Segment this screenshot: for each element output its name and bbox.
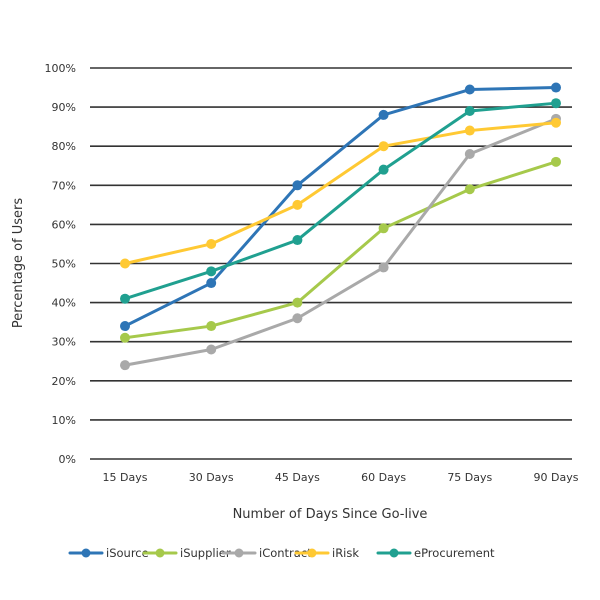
legend-swatch-marker-isupplier [155,548,165,558]
legend-item-isupplier: iSupplier [142,546,231,560]
point-irisk-2 [206,238,217,249]
legend-label-irisk: iRisk [332,546,359,560]
x-axis-title: Number of Days Since Go-live [233,507,428,522]
series-group [120,82,561,371]
point-irisk-4 [378,141,389,152]
x-axis-ticks: 15 Days 30 Days 45 Days 60 Days 75 Days 90 Da… [103,471,579,484]
legend-label-eprocurement: eProcurement [414,546,495,560]
point-eprocurement-6 [551,98,561,109]
y-tick-label-80: 80% [52,140,76,153]
y-tick-label-30: 30% [52,336,76,349]
x-tick-label-2: 30 Days [189,471,234,484]
point-eprocurement-3 [292,235,303,246]
grid [90,67,572,460]
series-isupplier [120,156,561,343]
legend-swatch-marker-isource [81,548,91,558]
legend-label-isource: iSource [106,546,149,560]
y-tick-label-90: 90% [52,101,76,114]
x-tick-label-3: 45 Days [275,471,320,484]
point-isource-6 [551,82,561,93]
point-isupplier-6 [551,156,561,167]
point-eprocurement-1 [120,293,130,304]
point-isource-2 [206,278,217,289]
legend-item-icontract: iContract [221,546,312,560]
point-icontract-1 [120,360,130,371]
point-isource-5 [464,84,475,95]
y-axis-ticks: 0% 10% 20% 30% 40% 50% 60% 70% 80% 90% 100% [45,62,76,466]
legend-swatch-marker-irisk [307,548,317,558]
legend-label-isupplier: iSupplier [180,546,231,560]
series-isource [120,82,561,332]
x-tick-label-6: 90 Days [534,471,579,484]
series-line-isupplier [123,160,558,340]
point-isource-1 [120,321,130,332]
point-icontract-5 [464,149,475,160]
y-tick-label-70: 70% [52,179,76,192]
point-isupplier-5 [464,184,475,195]
y-tick-label-50: 50% [52,258,76,271]
series-line-icontract [123,117,558,367]
legend: iSource iSupplier iContract iRisk eProcureme… [68,546,495,560]
point-irisk-3 [292,199,303,210]
series-line-eprocurement [123,101,558,301]
y-tick-label-0: 0% [59,453,76,466]
point-eprocurement-5 [464,106,475,117]
point-isource-4 [378,109,389,120]
y-axis-title: Percentage of Users [11,198,26,329]
y-tick-label-10: 10% [52,414,76,427]
series-eprocurement [120,98,561,304]
legend-item-isource: iSource [68,546,149,560]
y-tick-label-20: 20% [52,375,76,388]
y-tick-label-60: 60% [52,218,76,231]
legend-item-eprocurement: eProcurement [376,546,495,560]
series-line-irisk [123,121,558,265]
point-isupplier-3 [292,297,303,308]
point-eprocurement-2 [206,266,217,277]
point-isupplier-4 [378,223,389,234]
point-icontract-3 [292,313,303,324]
point-irisk-1 [120,258,130,269]
y-tick-label-100: 100% [45,62,76,75]
x-tick-label-1: 15 Days [103,471,148,484]
point-eprocurement-4 [378,164,389,175]
point-isupplier-2 [206,321,217,332]
point-irisk-6 [551,117,561,128]
legend-swatch-marker-icontract [234,548,244,558]
legend-swatch-marker-eprocurement [389,548,399,558]
point-icontract-2 [206,344,217,355]
point-irisk-5 [464,125,475,136]
point-icontract-4 [378,262,389,273]
y-tick-label-40: 40% [52,297,76,310]
x-tick-label-4: 60 Days [361,471,406,484]
point-isource-3 [292,180,303,191]
series-irisk [120,117,561,269]
series-icontract [120,113,561,371]
series-line-isource [123,86,558,328]
legend-label-icontract: iContract [259,546,312,560]
legend-item-irisk: iRisk [294,546,359,560]
x-tick-label-5: 75 Days [447,471,492,484]
point-isupplier-1 [120,332,130,343]
